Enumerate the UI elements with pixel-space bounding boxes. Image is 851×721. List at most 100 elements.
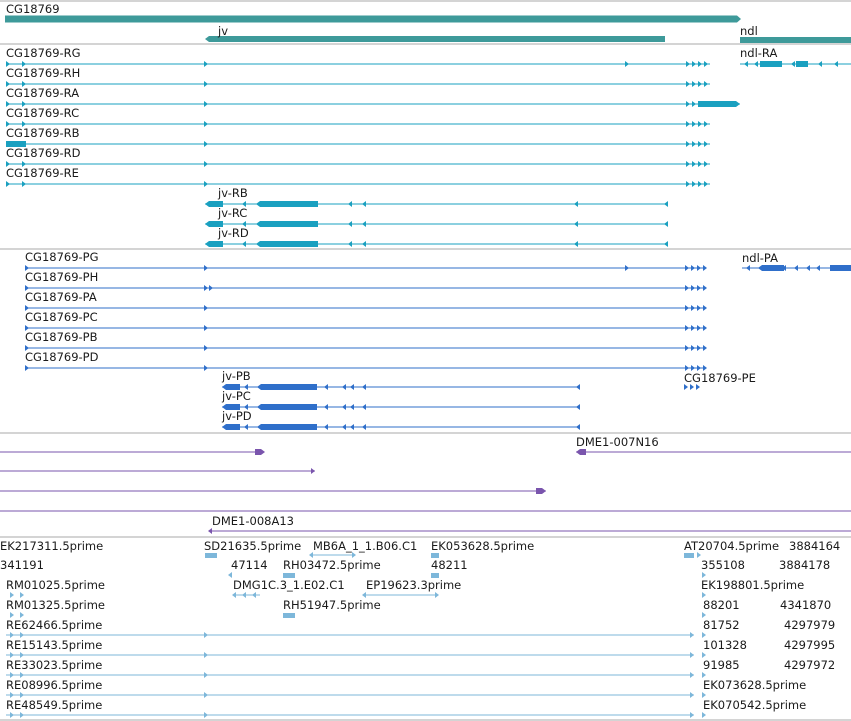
exon-arrow[interactable] xyxy=(204,345,208,351)
exon-arrow[interactable] xyxy=(242,241,246,247)
exon-arrow[interactable] xyxy=(692,61,696,67)
exon-arrow[interactable] xyxy=(746,265,750,271)
exon-arrow[interactable] xyxy=(576,404,580,410)
exon-arrow[interactable] xyxy=(703,305,707,311)
exon-arrow[interactable] xyxy=(704,81,708,87)
exon-arrow[interactable] xyxy=(704,181,708,187)
exon-arrow[interactable] xyxy=(686,181,690,187)
exon-block[interactable] xyxy=(205,221,223,227)
exon-arrow[interactable] xyxy=(686,61,690,67)
exon-arrow[interactable] xyxy=(204,81,208,87)
exon-arrow[interactable] xyxy=(691,305,695,311)
exon-arrow[interactable] xyxy=(209,285,213,291)
exon-arrow[interactable] xyxy=(362,424,366,430)
est-arrow[interactable] xyxy=(690,712,694,718)
exon-arrow[interactable] xyxy=(834,61,838,67)
exon-arrow[interactable] xyxy=(342,384,346,390)
est-arrow[interactable] xyxy=(204,652,208,658)
exon-arrow[interactable] xyxy=(698,81,702,87)
exon-arrow[interactable] xyxy=(818,61,822,67)
exon-arrow[interactable] xyxy=(686,101,690,107)
exon-arrow[interactable] xyxy=(25,345,29,351)
exon-arrow[interactable] xyxy=(703,265,707,271)
exon-arrow[interactable] xyxy=(6,161,10,167)
exon-block[interactable] xyxy=(222,424,240,430)
exon-arrow[interactable] xyxy=(25,305,29,311)
est-block[interactable] xyxy=(431,573,439,578)
exon-arrow[interactable] xyxy=(686,81,690,87)
exon-block[interactable] xyxy=(222,404,240,410)
exon-block[interactable] xyxy=(257,404,317,410)
exon-arrow[interactable] xyxy=(758,265,762,271)
est-block[interactable] xyxy=(283,573,295,578)
est-arrow[interactable] xyxy=(697,552,701,558)
exon-arrow[interactable] xyxy=(204,61,208,67)
exon-block[interactable] xyxy=(257,424,317,430)
exon-arrow[interactable] xyxy=(25,325,29,331)
exon-arrow[interactable] xyxy=(204,101,208,107)
exon-arrow[interactable] xyxy=(697,305,701,311)
exon-block[interactable] xyxy=(698,101,740,107)
est-arrow[interactable] xyxy=(10,592,14,598)
est-arrow[interactable] xyxy=(309,552,313,558)
exon-arrow[interactable] xyxy=(816,265,820,271)
exon-arrow[interactable] xyxy=(698,161,702,167)
est-arrow[interactable] xyxy=(20,612,24,618)
est-arrow[interactable] xyxy=(435,592,439,598)
exon-arrow[interactable] xyxy=(574,201,578,207)
exon-block[interactable] xyxy=(256,201,318,207)
est-arrow[interactable] xyxy=(10,612,14,618)
exon-arrow[interactable] xyxy=(22,181,26,187)
exon-arrow[interactable] xyxy=(685,325,689,331)
exon-arrow[interactable] xyxy=(342,404,346,410)
est-arrow[interactable] xyxy=(242,592,246,598)
exon-block[interactable] xyxy=(205,241,223,247)
exon-arrow[interactable] xyxy=(204,121,208,127)
est-arrow[interactable] xyxy=(10,672,14,678)
exon-arrow[interactable] xyxy=(204,285,208,291)
exon-arrow[interactable] xyxy=(22,101,26,107)
exon-arrow[interactable] xyxy=(574,241,578,247)
est-arrow[interactable] xyxy=(352,552,356,558)
exon-block[interactable] xyxy=(257,384,317,390)
exon-arrow[interactable] xyxy=(686,161,690,167)
gene-bar[interactable] xyxy=(205,36,665,42)
exon-arrow[interactable] xyxy=(690,384,694,390)
exon-arrow[interactable] xyxy=(6,61,10,67)
exon-arrow[interactable] xyxy=(664,241,668,247)
exon-arrow[interactable] xyxy=(686,141,690,147)
exon-arrow[interactable] xyxy=(684,384,688,390)
exon-arrow[interactable] xyxy=(685,265,689,271)
exon-arrow[interactable] xyxy=(685,305,689,311)
est-arrow[interactable] xyxy=(690,692,694,698)
exon-arrow[interactable] xyxy=(204,265,208,271)
exon-arrow[interactable] xyxy=(204,181,208,187)
exon-arrow[interactable] xyxy=(692,121,696,127)
exon-arrow[interactable] xyxy=(576,424,580,430)
clone-end[interactable] xyxy=(311,468,315,474)
exon-arrow[interactable] xyxy=(204,141,208,147)
exon-arrow[interactable] xyxy=(6,81,10,87)
exon-arrow[interactable] xyxy=(696,384,700,390)
exon-arrow[interactable] xyxy=(25,285,29,291)
exon-arrow[interactable] xyxy=(754,61,758,67)
exon-arrow[interactable] xyxy=(664,221,668,227)
exon-block[interactable] xyxy=(762,265,784,271)
exon-arrow[interactable] xyxy=(244,404,248,410)
exon-arrow[interactable] xyxy=(244,384,248,390)
est-arrow[interactable] xyxy=(232,592,236,598)
exon-arrow[interactable] xyxy=(691,325,695,331)
est-arrow[interactable] xyxy=(690,632,694,638)
est-arrow[interactable] xyxy=(702,592,706,598)
exon-arrow[interactable] xyxy=(691,365,695,371)
est-arrow[interactable] xyxy=(20,592,24,598)
est-arrow[interactable] xyxy=(690,672,694,678)
exon-arrow[interactable] xyxy=(6,181,10,187)
exon-arrow[interactable] xyxy=(362,201,366,207)
est-arrow[interactable] xyxy=(690,652,694,658)
exon-arrow[interactable] xyxy=(350,404,354,410)
exon-arrow[interactable] xyxy=(350,424,354,430)
exon-arrow[interactable] xyxy=(692,181,696,187)
exon-arrow[interactable] xyxy=(691,345,695,351)
exon-arrow[interactable] xyxy=(691,285,695,291)
